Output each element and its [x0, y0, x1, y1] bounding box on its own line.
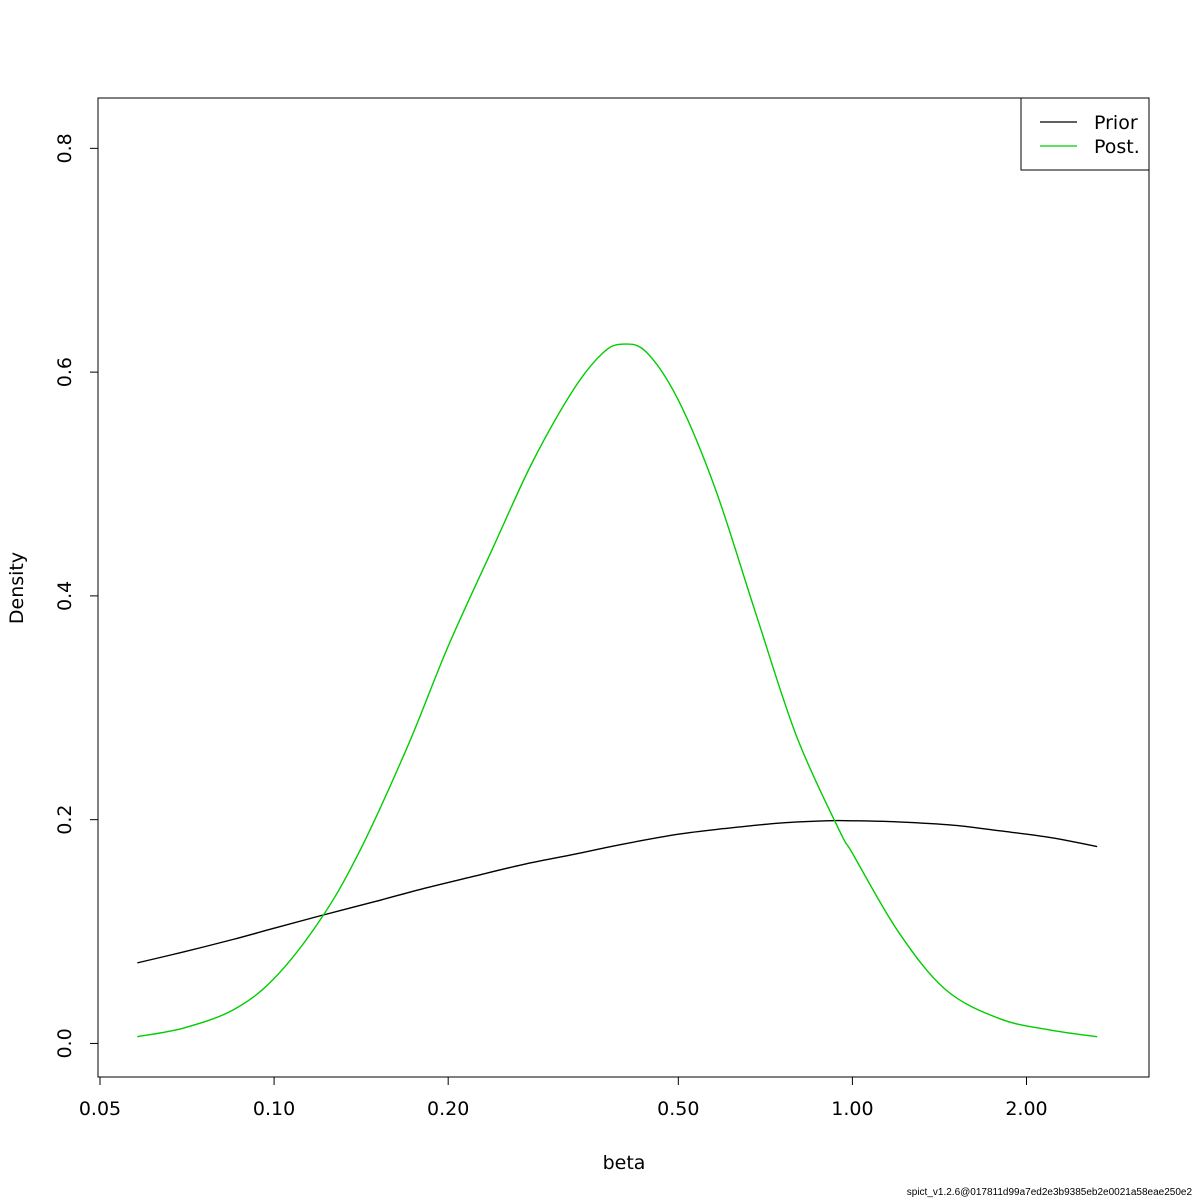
- plot-frame: [97, 97, 1150, 1078]
- legend: Prior Post.: [1020, 97, 1150, 171]
- x-axis-label: beta: [603, 1152, 646, 1174]
- version-footer: spict_v1.2.6@017811d99a7ed2e3b9385eb2e00…: [906, 1187, 1192, 1198]
- y-axis-label: Density: [6, 552, 28, 624]
- x-tick-label: 2.00: [1005, 1098, 1047, 1120]
- x-tick-label: 1.00: [831, 1098, 873, 1120]
- x-axis: 0.05 0.10 0.20 0.50 1.00 2.00: [79, 1076, 1048, 1120]
- y-tick-label: 0.8: [54, 133, 76, 163]
- legend-label-post: Post.: [1094, 136, 1140, 158]
- y-tick-label: 0.0: [54, 1028, 76, 1058]
- series-line-prior: [137, 819, 1098, 964]
- y-axis: 0.0 0.2 0.4 0.6 0.8: [54, 133, 99, 1059]
- legend-label-prior: Prior: [1094, 112, 1138, 134]
- series-layer: [137, 343, 1098, 1038]
- series-line-post: [137, 343, 1098, 1038]
- legend-box: [1020, 97, 1150, 171]
- x-tick-label: 0.10: [253, 1098, 295, 1120]
- x-tick-label: 0.05: [79, 1098, 121, 1120]
- y-tick-label: 0.6: [54, 357, 76, 387]
- y-tick-label: 0.2: [54, 805, 76, 835]
- y-tick-label: 0.4: [54, 581, 76, 611]
- x-tick-label: 0.50: [657, 1098, 699, 1120]
- x-tick-label: 0.20: [427, 1098, 469, 1120]
